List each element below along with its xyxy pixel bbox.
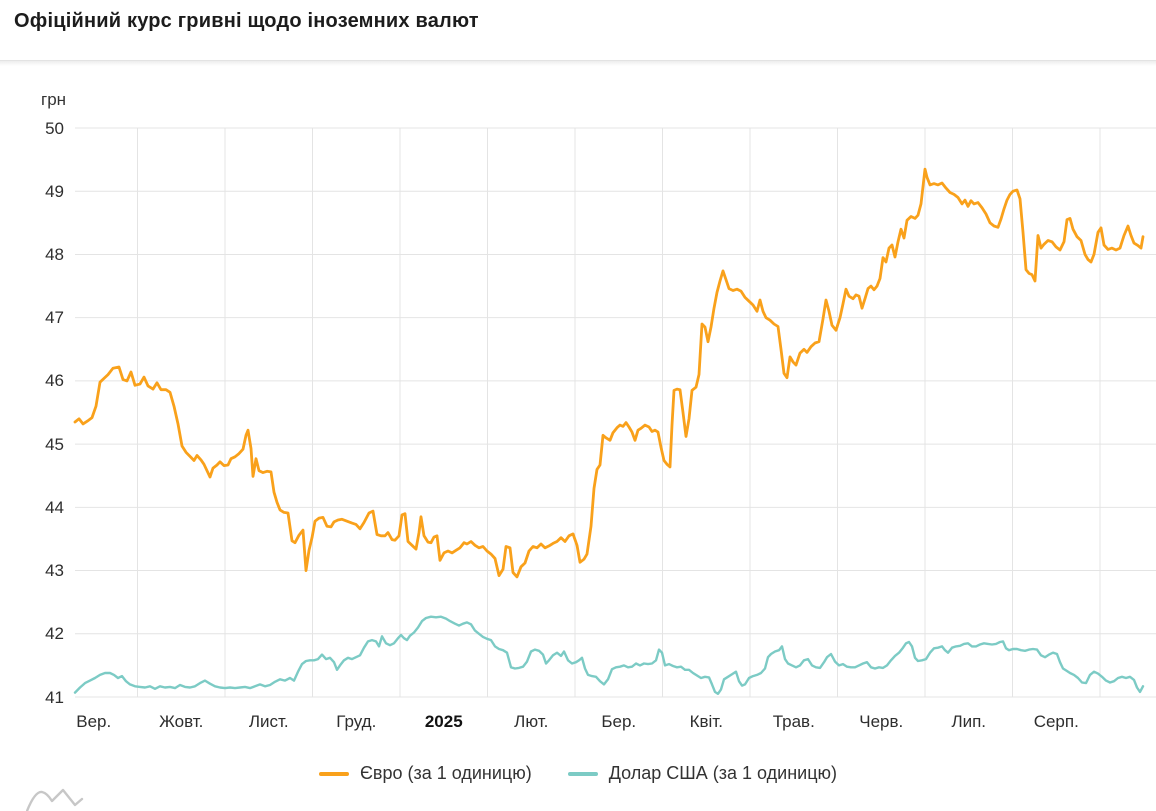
x-tick-label: Лют. [514,712,549,731]
usd-rate-line[interactable] [73,615,1145,695]
y-tick-label: 41 [45,687,64,707]
chart-legend: Євро (за 1 одиницю) Долар США (за 1 один… [0,763,1156,784]
y-axis-unit-label: грн [41,90,67,109]
x-tick-label: Груд. [336,712,377,731]
x-tick-label: 2025 [424,712,463,731]
legend-label-usd: Долар США (за 1 одиницю) [608,763,838,783]
header-divider [0,60,1156,66]
page-title: Офіційний курс гривні щодо іноземних вал… [14,10,479,32]
y-tick-label: 43 [45,561,64,581]
x-tick-label: Лип. [951,712,987,731]
chart-logo-watermark-icon [26,788,84,811]
x-tick-label: Лист. [248,712,289,731]
chart-grid [75,127,1156,698]
y-tick-label: 45 [45,434,64,454]
y-tick-label: 42 [45,624,64,644]
legend-item-usd[interactable]: Долар США (за 1 одиницю) [567,763,838,784]
legend-item-euro[interactable]: Євро (за 1 одиницю) [318,763,532,784]
y-tick-label: 47 [45,308,64,328]
euro-line-swatch-icon [318,771,349,776]
x-tick-label: Трав. [772,712,815,731]
y-tick-label: 49 [45,181,64,201]
y-tick-label: 44 [45,497,64,517]
x-tick-label: Бер. [601,712,637,731]
x-tick-label: Квіт. [689,712,723,731]
x-tick-label: Жовт. [159,712,204,731]
x-tick-label: Черв. [859,712,904,731]
usd-line-swatch-icon [567,771,598,776]
y-tick-label: 46 [45,371,64,391]
euro-rate-line[interactable] [73,167,1145,579]
y-tick-label: 48 [45,244,64,264]
x-tick-label: Вер. [76,712,112,731]
legend-label-euro: Євро (за 1 одиницю) [359,763,532,783]
y-tick-label: 50 [45,118,64,138]
x-tick-label: Серп. [1033,712,1079,731]
